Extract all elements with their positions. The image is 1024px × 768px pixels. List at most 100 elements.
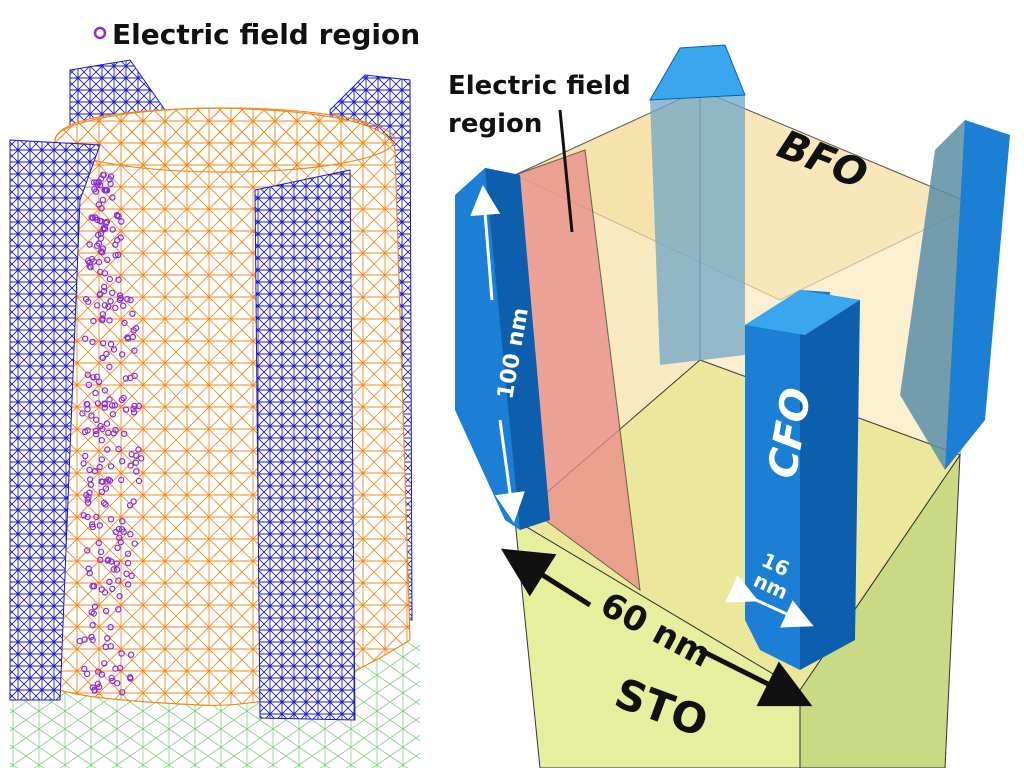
field-node xyxy=(100,499,108,507)
field-node xyxy=(90,583,98,590)
field-node xyxy=(120,394,127,402)
field-node xyxy=(124,581,132,588)
field-node xyxy=(97,548,105,556)
field-node xyxy=(97,230,105,237)
field-node xyxy=(128,572,135,580)
field-node xyxy=(90,317,97,325)
field-node xyxy=(91,467,99,475)
field-node xyxy=(102,643,109,651)
field-node xyxy=(109,411,117,418)
field-node xyxy=(115,577,122,584)
field-node xyxy=(96,522,104,529)
field-node xyxy=(115,445,122,453)
field-node xyxy=(99,315,106,322)
field-node xyxy=(87,263,94,271)
field-node xyxy=(112,241,119,248)
field-node xyxy=(84,257,92,264)
field-node xyxy=(118,218,125,225)
field-node xyxy=(112,304,119,312)
field-node xyxy=(108,289,116,297)
field-node xyxy=(133,468,140,475)
field-node xyxy=(106,477,114,484)
field-node xyxy=(102,485,110,492)
right-pillar-side xyxy=(945,120,1010,470)
field-node xyxy=(130,498,137,505)
field-node xyxy=(131,402,138,410)
field-node xyxy=(90,179,98,186)
field-node xyxy=(91,603,99,610)
field-node xyxy=(115,606,122,613)
left-mesh-panel xyxy=(9,59,420,768)
field-node xyxy=(101,401,108,408)
field-node xyxy=(79,410,86,417)
field-node xyxy=(124,295,131,303)
field-node xyxy=(122,375,130,382)
field-node xyxy=(105,303,112,310)
field-node xyxy=(81,452,89,460)
field-node xyxy=(83,670,91,678)
field-node xyxy=(114,251,122,259)
field-node xyxy=(110,430,118,437)
field-node xyxy=(119,302,127,309)
field-node xyxy=(117,476,125,484)
legend-label: Electric field region xyxy=(112,18,420,51)
back-pillar-top xyxy=(649,44,746,101)
field-node xyxy=(115,276,122,283)
field-node xyxy=(107,624,114,631)
field-node xyxy=(129,310,136,317)
field-node xyxy=(84,371,92,378)
field-node xyxy=(127,296,134,304)
field-node xyxy=(86,241,93,248)
field-node xyxy=(102,187,110,194)
field-node xyxy=(89,338,96,346)
field-node xyxy=(83,547,91,554)
field-node xyxy=(99,425,106,433)
field-node xyxy=(116,296,124,303)
field-node xyxy=(107,298,114,305)
annotation-leader-line xyxy=(558,109,574,233)
field-node xyxy=(108,402,116,409)
field-node xyxy=(100,287,108,295)
field-node xyxy=(116,292,124,299)
field-node xyxy=(81,665,88,673)
field-node xyxy=(84,499,92,506)
field-node xyxy=(104,256,111,263)
legend: Electric field region xyxy=(93,18,420,51)
field-node xyxy=(131,372,138,380)
field-node xyxy=(95,258,103,266)
field-node xyxy=(107,516,115,523)
field-node xyxy=(94,680,102,688)
matrix-top-face-mesh xyxy=(54,107,396,173)
width-arrow-right xyxy=(698,647,813,707)
field-node xyxy=(124,335,132,342)
field-node xyxy=(86,570,93,577)
field-node xyxy=(92,188,100,195)
field-node xyxy=(88,633,95,641)
field-node xyxy=(112,665,119,672)
field-node xyxy=(101,404,109,411)
field-node xyxy=(99,340,107,347)
field-node xyxy=(88,255,96,263)
legend-marker-icon xyxy=(93,26,107,40)
field-node xyxy=(110,346,118,353)
field-node xyxy=(106,396,113,403)
field-node xyxy=(92,416,100,423)
field-node xyxy=(113,566,121,573)
field-node xyxy=(85,381,93,388)
field-node xyxy=(89,523,97,531)
annotation-line2: region xyxy=(448,109,542,139)
field-node xyxy=(101,660,108,667)
field-node xyxy=(118,458,126,465)
field-node xyxy=(115,213,122,220)
field-node xyxy=(98,437,106,444)
field-node xyxy=(82,295,90,303)
field-node xyxy=(101,387,109,394)
field-node xyxy=(102,501,109,508)
field-node xyxy=(99,196,107,203)
field-node xyxy=(95,539,103,547)
field-node xyxy=(119,689,126,696)
field-node xyxy=(104,635,111,642)
field-node xyxy=(123,570,130,577)
field-node xyxy=(93,179,100,186)
